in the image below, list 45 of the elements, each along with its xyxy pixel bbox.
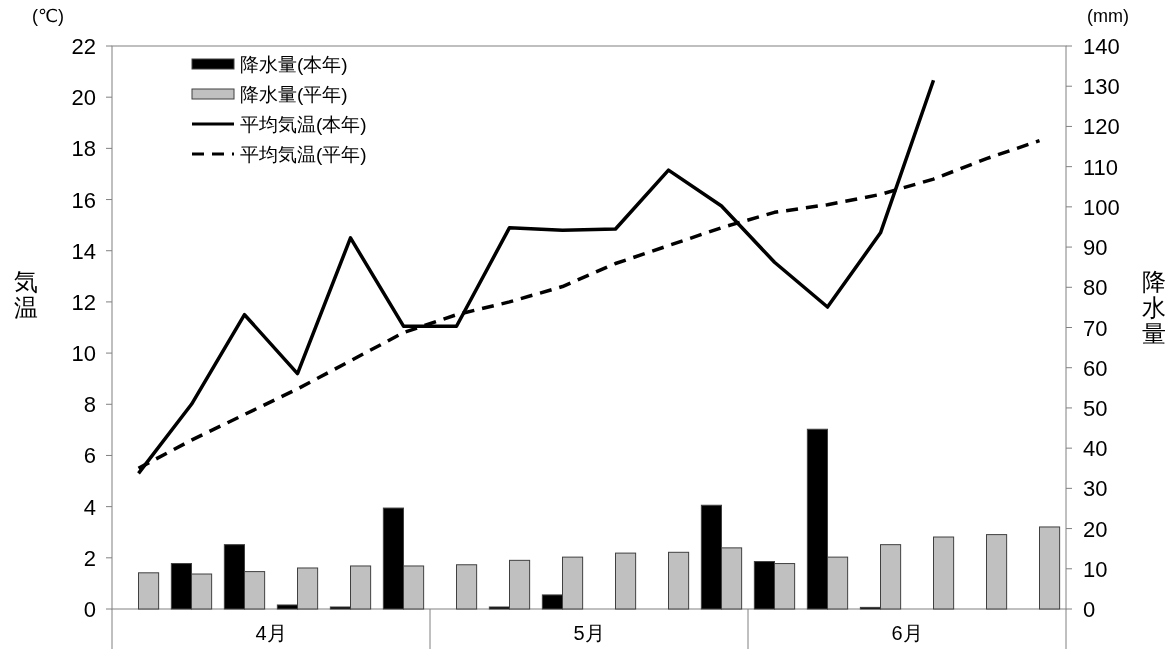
y-tick-label: 14 — [71, 238, 96, 264]
legend-label: 平均気温(本年) — [240, 114, 367, 135]
y-tick-label: 6 — [83, 443, 96, 469]
y2-tick-label: 60 — [1083, 355, 1108, 381]
y2-tick-label: 110 — [1083, 154, 1119, 180]
y-tick-label: 8 — [83, 392, 96, 418]
y2-tick-label: 90 — [1083, 235, 1108, 261]
y2-tick-label: 80 — [1083, 275, 1108, 301]
y2-tick-label: 40 — [1083, 436, 1108, 462]
bar — [1039, 526, 1061, 610]
y2-axis-title: 降水量 — [1142, 268, 1166, 347]
y-tick-label: 0 — [83, 597, 96, 622]
y-axis-title: 気温 — [14, 268, 38, 321]
y2-tick-label: 100 — [1083, 194, 1120, 220]
bar — [456, 564, 478, 610]
legend-label: 降水量(平年) — [240, 84, 348, 105]
bar — [615, 552, 637, 610]
text: 6月 — [891, 622, 923, 644]
y2-tick-label: 10 — [1083, 556, 1108, 582]
y-tick-label: 16 — [71, 187, 96, 213]
bar — [933, 536, 955, 610]
text: 4月 — [255, 622, 287, 644]
y2-tick-label: 0 — [1083, 597, 1096, 622]
y2-tick-label: 120 — [1083, 114, 1120, 140]
y-tick-label: 20 — [71, 85, 96, 111]
bar — [138, 572, 160, 610]
y-tick-label: 10 — [71, 341, 96, 367]
text: 5月 — [573, 622, 605, 644]
y-tick-label: 12 — [71, 289, 96, 315]
y2-tick-label: 50 — [1083, 395, 1108, 421]
y2-tick-label: 140 — [1083, 34, 1120, 59]
y-tick-label: 18 — [71, 136, 96, 162]
y2-tick-label: 130 — [1083, 74, 1120, 100]
y-tick-label: 22 — [71, 34, 96, 59]
y2-tick-label: 20 — [1083, 516, 1108, 542]
text: (℃) — [31, 6, 65, 26]
y-tick-label: 2 — [83, 545, 96, 571]
y2-tick-label: 70 — [1083, 315, 1108, 341]
legend-label: 平均気温(平年) — [240, 144, 367, 165]
y-tick-label: 4 — [83, 494, 96, 520]
bar — [668, 551, 690, 610]
text: (mm) — [1087, 6, 1129, 26]
legend-label: 降水量(本年) — [240, 54, 348, 75]
y2-tick-label: 30 — [1083, 476, 1108, 502]
bar — [986, 534, 1008, 610]
